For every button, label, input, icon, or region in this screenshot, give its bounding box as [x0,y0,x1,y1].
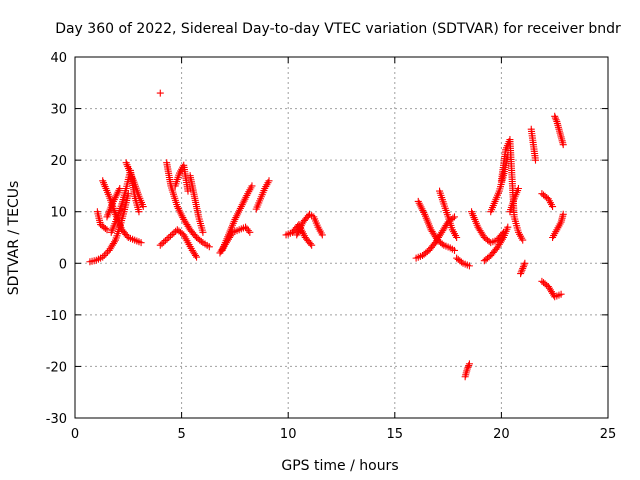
x-tick-label: 15 [387,427,404,442]
data-point [306,240,314,248]
y-tick-label: 0 [59,257,67,272]
data-point [517,268,525,276]
data-point [532,156,540,164]
data-point [450,246,458,254]
data-point [165,234,173,241]
y-tick-label: 10 [50,206,67,221]
data-point [191,251,199,259]
data-point [160,238,168,246]
x-tick-label: 10 [280,427,297,442]
y-tick-label: 40 [50,51,67,66]
data-point [450,213,458,221]
data-point [465,360,473,368]
x-tick-label: 5 [177,427,185,442]
x-tick-label: 0 [71,427,79,442]
data-point [518,266,526,274]
data-point [514,185,522,193]
data-point [199,228,207,236]
x-axis-label: GPS time / hours [281,458,398,474]
data-point [168,230,176,238]
data-point [110,238,118,246]
data-point [99,253,107,261]
y-tick-label: -10 [46,309,67,324]
data-point [552,116,560,124]
grid-lines [75,57,608,418]
data-point [463,365,471,373]
data-point [116,185,124,193]
data-point [205,243,213,251]
data-point [517,270,525,278]
data-point [551,114,559,122]
data-point [135,208,143,216]
axis-ticks [74,56,609,419]
data-point [244,227,252,235]
data-point [519,263,527,271]
y-axis-label: SDTVAR / TECUs [6,181,22,296]
data-point [163,235,171,243]
data-point [139,203,147,211]
data-point [265,177,273,185]
data-point [498,235,506,243]
data-point [167,232,175,240]
data-point [465,362,473,370]
tick-labels: 0 5 10 15 20 25 -30 -20 -10 0 10 20 30 40 [46,51,617,442]
data-point [457,258,465,266]
data-point [504,223,512,231]
data-point [557,290,565,298]
y-tick-label: -30 [46,412,67,427]
data-point [551,112,559,120]
data-point [438,240,446,248]
data-point [170,229,178,237]
x-tick-label: 25 [600,427,617,442]
data-point [197,237,205,245]
x-tick-label: 20 [493,427,510,442]
chart-title: Day 360 of 2022, Sidereal Day-to-day VTE… [55,21,621,37]
data-point [103,226,111,234]
data-point [308,241,316,249]
data-point [101,224,109,232]
data-point [453,234,461,241]
data-point [184,187,192,195]
data-point [549,203,557,211]
data-point [246,228,254,236]
data-point [519,264,527,272]
data-point [521,259,529,267]
plot-frame [74,56,609,419]
data-point [193,253,201,261]
data-point [248,182,256,190]
data-point [449,214,457,222]
data-point [520,261,528,269]
y-tick-label: 20 [50,154,67,169]
data-point [318,231,326,239]
data-point [465,262,473,270]
data-point [559,141,567,149]
data-point [559,210,567,218]
data-point [519,236,527,244]
data-point [156,241,164,249]
data-point [100,251,108,259]
y-tick-label: 30 [50,103,67,118]
data-point [102,250,110,258]
data-point [161,237,169,245]
data-point [464,363,472,371]
y-tick-label: -20 [46,360,67,375]
data-point [156,89,164,97]
data-point [137,239,145,247]
data-point [158,240,166,248]
data-points [86,89,567,381]
